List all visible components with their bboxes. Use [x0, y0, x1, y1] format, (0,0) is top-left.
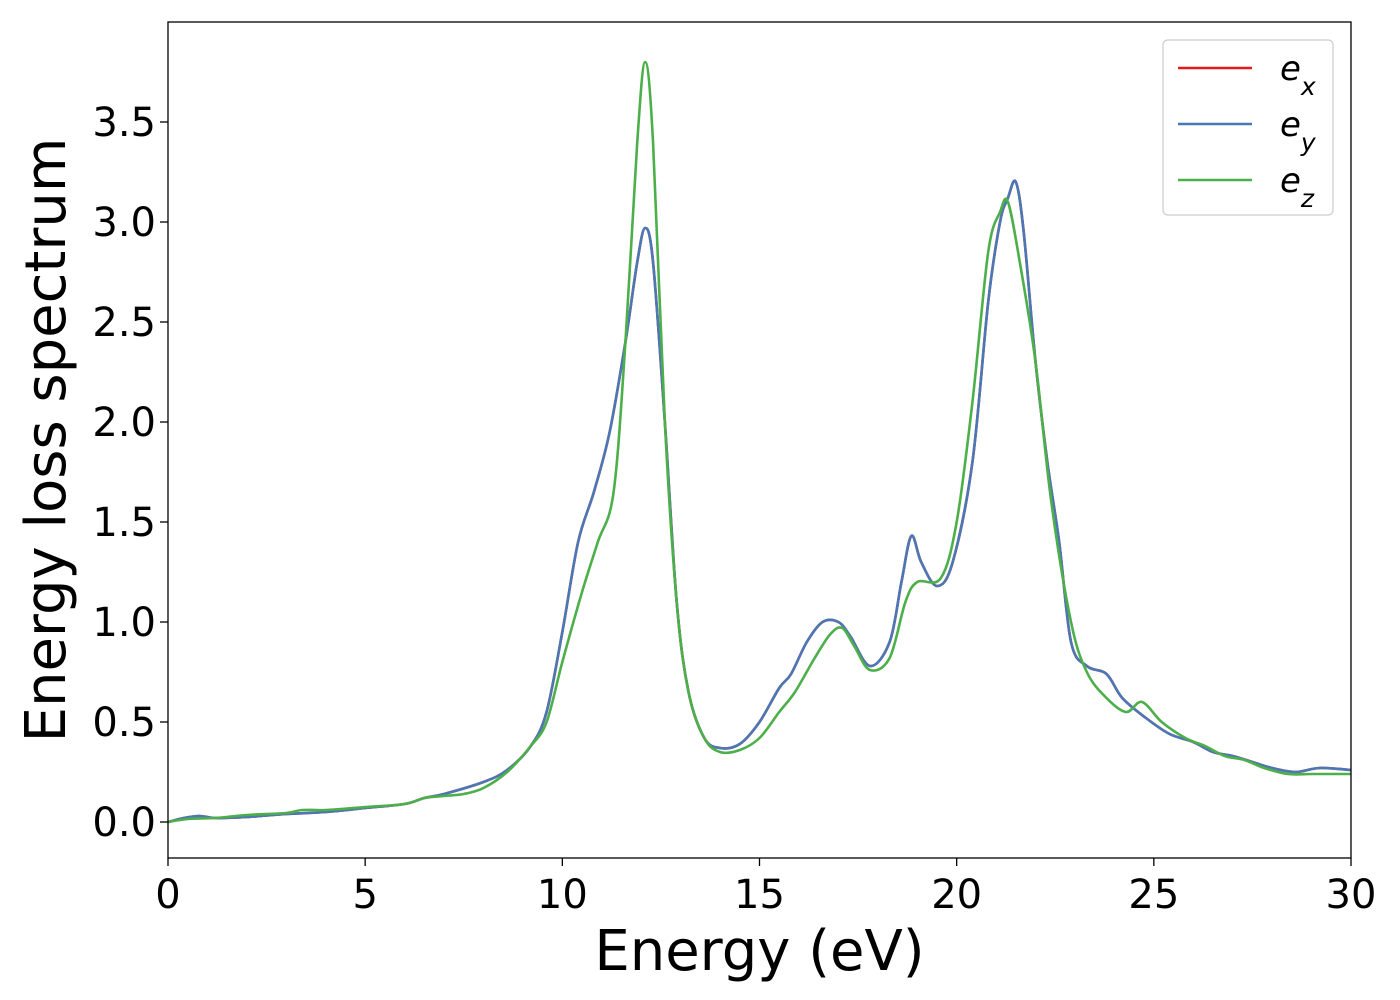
x-tick-label: 25 — [1128, 872, 1179, 918]
legend-label-y: ey — [1280, 105, 1317, 157]
y-tick-label: 1.5 — [92, 500, 156, 546]
series-line-x — [167, 179, 1352, 824]
x-tick-label: 10 — [537, 872, 588, 918]
legend-label-base: e — [1280, 161, 1301, 201]
legend-label-x: ex — [1280, 49, 1316, 101]
legend-label-base: e — [1280, 105, 1301, 145]
y-tick-label: 0.0 — [92, 800, 156, 846]
y-tick-label: 1.0 — [92, 600, 156, 646]
y-tick-label: 3.5 — [92, 100, 156, 146]
x-axis-ticks: 0 5 10 15 20 25 30 — [155, 858, 1376, 918]
x-axis-title: Energy (eV) — [594, 919, 924, 984]
legend-label-z: ez — [1280, 161, 1315, 213]
y-axis-ticks: 0.0 0.5 1.0 1.5 2.0 2.5 3.0 3.5 — [92, 100, 168, 846]
x-tick-label: 15 — [734, 872, 785, 918]
x-tick-label: 20 — [931, 872, 982, 918]
y-tick-label: 0.5 — [92, 700, 156, 746]
y-tick-label: 2.5 — [92, 300, 156, 346]
legend-label-base: e — [1280, 49, 1301, 89]
series-line-z — [167, 60, 1351, 824]
legend-label-subscript: y — [1300, 128, 1317, 157]
series-line-y — [167, 179, 1352, 824]
x-tick-label: 0 — [155, 872, 180, 918]
legend-box — [1162, 39, 1334, 216]
y-axis-title: Energy loss spectrum — [14, 138, 79, 743]
legend-label-subscript: z — [1300, 184, 1315, 213]
y-tick-label: 3.0 — [92, 200, 156, 246]
y-tick-label: 2.0 — [92, 400, 156, 446]
x-tick-label: 5 — [352, 872, 377, 918]
x-tick-label: 30 — [1326, 872, 1377, 918]
plot-lines — [167, 60, 1352, 824]
legend-label-subscript: x — [1300, 72, 1316, 101]
